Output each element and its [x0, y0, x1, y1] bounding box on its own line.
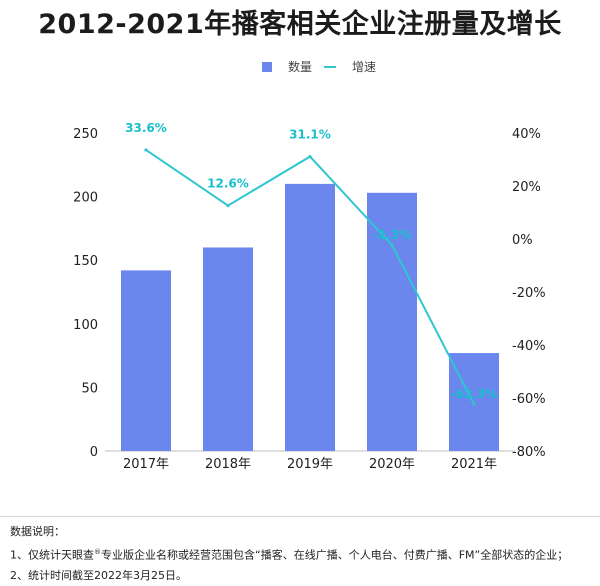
growth-data-label: -2.3% — [373, 228, 411, 242]
notes-divider — [0, 516, 600, 517]
y-right-tick-label: -60% — [512, 392, 546, 407]
x-tick-label: 2021年 — [451, 457, 497, 472]
y-left-tick-label: 0 — [90, 445, 98, 460]
legend-bar-swatch — [262, 61, 272, 72]
combo-chart: 0 50 100 150 200 250 -80% -60% -40% -20% 0% 20% 40% 2… — [73, 121, 546, 472]
growth-point — [308, 154, 312, 159]
growth-point — [144, 148, 148, 152]
legend-line-swatch — [324, 65, 336, 68]
growth-point — [226, 204, 230, 208]
notes-heading: 数据说明： — [10, 525, 65, 538]
x-tick-label: 2017年 — [123, 457, 169, 472]
growth-data-label: 33.6% — [125, 121, 167, 135]
bar — [285, 183, 335, 451]
data-notes: 数据说明： 1、仅统计天眼查®专业版企业名称或经营范围包含“播客、在线广播、个人… — [10, 522, 568, 586]
y-right-tick-label: 40% — [512, 127, 541, 142]
notes-line-1-suffix: 专业版企业名称或经营范围包含“播客、在线广播、个人电台、付费广播、FM”全部状态… — [101, 548, 569, 562]
y-left-tick-label: 200 — [73, 191, 98, 206]
x-tick-label: 2018年 — [205, 457, 251, 472]
bar — [121, 270, 171, 451]
chart-legend: 数量 增速 — [0, 58, 600, 78]
y-left-tick-label: 50 — [81, 381, 98, 396]
growth-point — [472, 402, 476, 406]
x-tick-label: 2020年 — [369, 457, 415, 472]
legend-item-line[interactable]: 增速 — [324, 58, 376, 75]
legend-bar-label: 数量 — [288, 60, 313, 74]
y-left-tick-label: 100 — [73, 318, 98, 333]
registered-mark: ® — [94, 548, 101, 556]
notes-line-2: 2、统计时间截至2022年3月25日。 — [10, 568, 187, 582]
growth-data-label: -62.3% — [451, 387, 498, 401]
bar — [203, 247, 253, 451]
y-right-tick-label: -80% — [512, 445, 546, 460]
legend-line-label: 增速 — [352, 60, 377, 74]
x-tick-label: 2019年 — [287, 457, 333, 472]
y-right-tick-label: 20% — [512, 180, 541, 195]
y-right-tick-label: -40% — [512, 339, 546, 354]
chart-title: 2012-2021年播客相关企业注册量及增长 — [38, 9, 562, 40]
y-right-tick-label: 0% — [512, 233, 533, 248]
bar — [367, 192, 417, 451]
notes-line-1-prefix: 1、仅统计天眼查 — [10, 548, 94, 562]
legend-item-bar[interactable]: 数量 — [262, 58, 312, 75]
growth-data-label: 12.6% — [207, 177, 249, 191]
growth-data-label: 31.1% — [289, 128, 331, 142]
y-left-tick-label: 150 — [73, 254, 98, 269]
growth-point — [390, 243, 394, 247]
y-right-tick-label: -20% — [512, 286, 546, 301]
notes-line-1: 1、仅统计天眼查®专业版企业名称或经营范围包含“播客、在线广播、个人电台、付费广… — [10, 542, 568, 566]
y-left-tick-label: 250 — [73, 127, 98, 142]
